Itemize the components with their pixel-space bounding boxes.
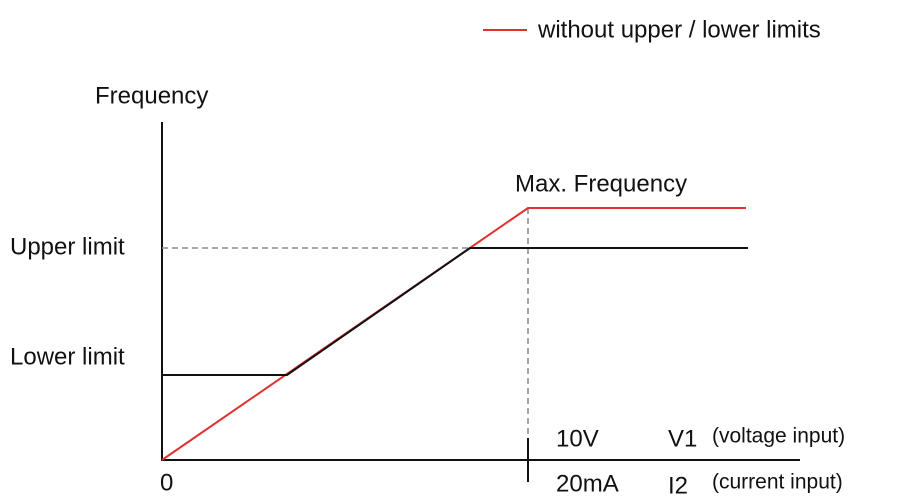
legend-label: without upper / lower limits xyxy=(537,16,821,43)
red-curve xyxy=(161,207,746,461)
max-frequency-label: Max. Frequency xyxy=(515,170,687,197)
input-value: 20mA xyxy=(556,470,619,497)
input-description: (current input) xyxy=(712,471,843,494)
origin-label: 0 xyxy=(160,469,173,496)
y-axis-title: Frequency xyxy=(95,82,208,109)
input-terminal: V1 xyxy=(668,425,697,452)
limited-curve xyxy=(162,247,748,376)
input-value: 10V xyxy=(556,425,599,452)
lower-limit-label: Lower limit xyxy=(10,343,125,370)
upper-limit-label: Upper limit xyxy=(10,233,125,260)
input-description: (voltage input) xyxy=(712,425,845,448)
input-terminal: I2 xyxy=(668,472,688,498)
